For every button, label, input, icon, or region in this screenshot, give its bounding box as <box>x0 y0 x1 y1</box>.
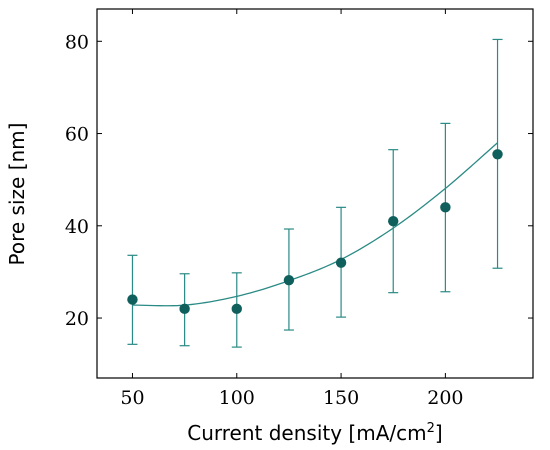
tick-layer: 50 100 150 200 20 40 60 80 <box>65 9 533 409</box>
data-point <box>388 215 399 227</box>
x-tick-label: 150 <box>323 387 359 409</box>
data-point <box>440 202 451 213</box>
x-tick-label: 200 <box>427 387 463 409</box>
y-tick-label: 40 <box>65 216 89 238</box>
fit-curve <box>132 142 498 307</box>
plot-frame <box>96 8 534 379</box>
data-point-layer <box>127 149 503 315</box>
y-axis-label: Pore size [nm] <box>5 123 29 266</box>
x-axis-label-end: ] <box>435 421 443 445</box>
data-point <box>179 303 190 315</box>
data-point <box>231 303 242 315</box>
y-tick-label: 20 <box>65 308 89 330</box>
data-point <box>283 275 295 286</box>
y-tick-label: 80 <box>65 31 89 53</box>
y-tick-label: 60 <box>65 124 89 146</box>
errorbar-layer <box>127 38 503 348</box>
plot-frame-group <box>96 8 534 379</box>
x-axis-label: Current density [mA/cm2] <box>187 421 442 445</box>
data-point <box>127 294 138 305</box>
x-tick-label: 100 <box>219 387 255 409</box>
data-point <box>335 257 347 268</box>
x-tick-label: 50 <box>120 387 144 409</box>
fit-curve-layer <box>132 142 498 307</box>
x-axis-label-superscript: 2 <box>427 421 435 436</box>
data-point <box>492 149 503 160</box>
